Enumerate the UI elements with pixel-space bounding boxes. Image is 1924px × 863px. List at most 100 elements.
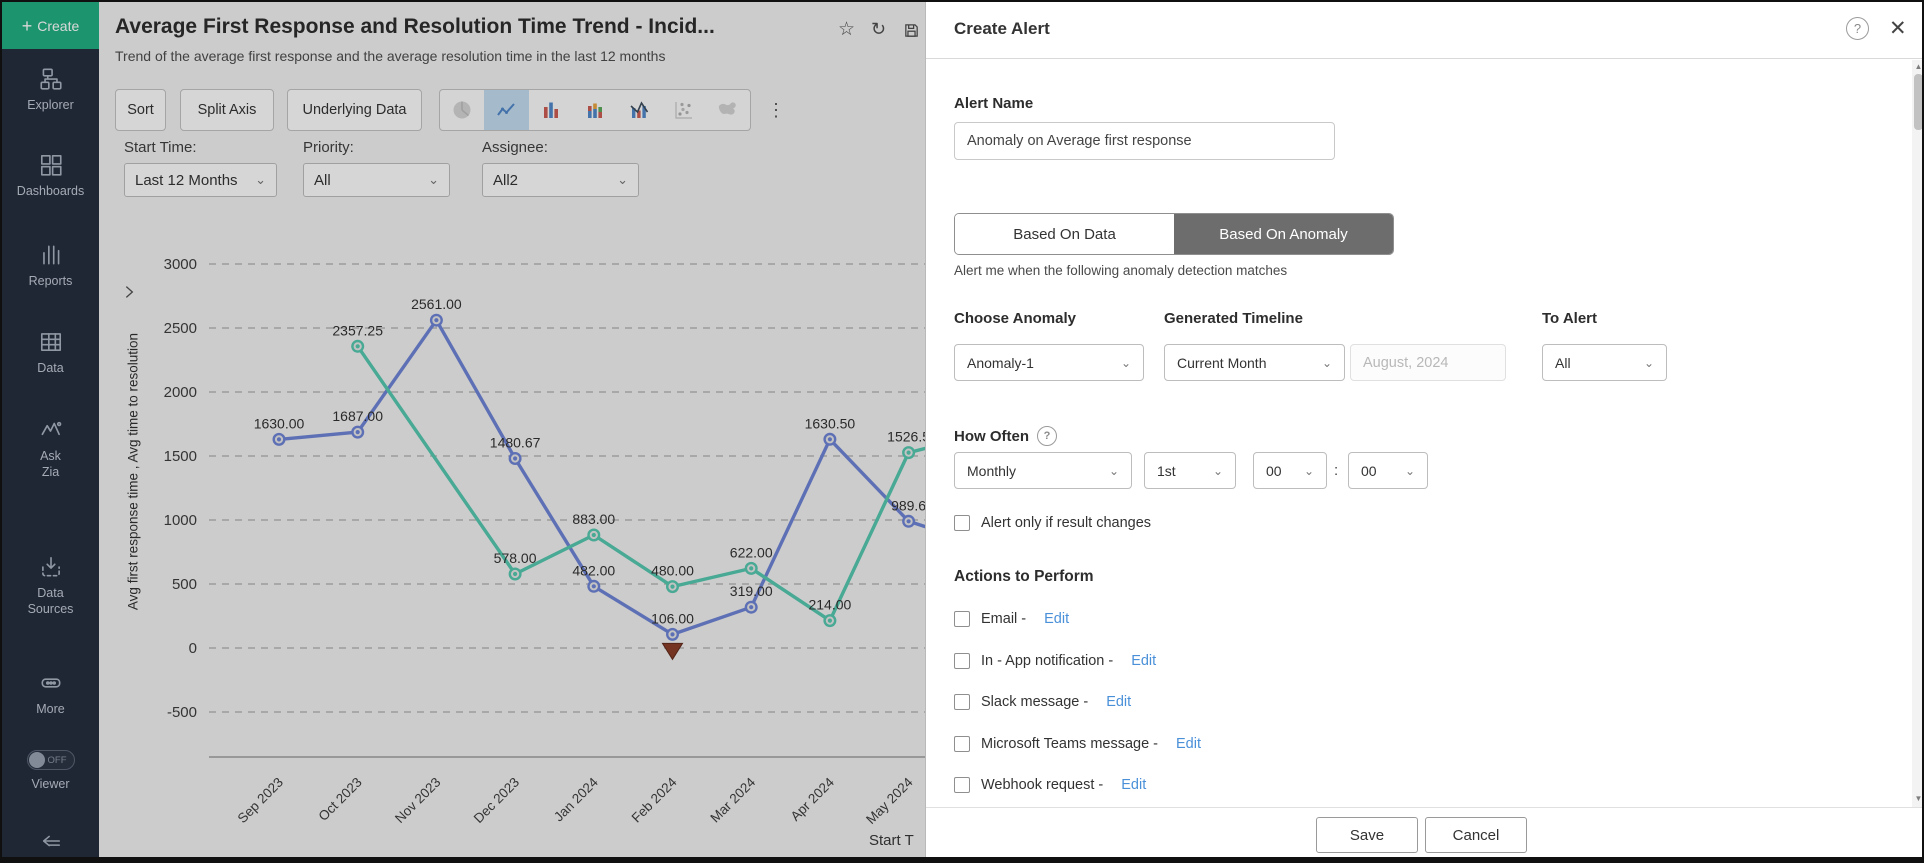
sidebar-item-dashboards[interactable]: Dashboards: [2, 152, 99, 200]
save-button[interactable]: Save: [1316, 817, 1418, 853]
result-changes-option: Alert only if result changes: [954, 515, 1151, 531]
svg-text:2561.00: 2561.00: [411, 296, 462, 312]
chart-type-switcher: [439, 89, 751, 131]
actions-heading: Actions to Perform: [954, 568, 1094, 585]
underlying-data-button[interactable]: Underlying Data: [287, 89, 422, 131]
in-app-notification-checkbox[interactable]: [954, 653, 970, 669]
slack-message-edit-link[interactable]: Edit: [1106, 694, 1132, 710]
svg-text:1500: 1500: [164, 448, 197, 465]
minute-select[interactable]: 00 ⌄: [1348, 452, 1428, 489]
start-time-filter-select[interactable]: Last 12 Months ⌄: [124, 163, 277, 197]
svg-text:989.6: 989.6: [891, 497, 925, 513]
svg-text:106.00: 106.00: [651, 610, 694, 626]
chevron-down-icon: ⌄: [1303, 463, 1314, 478]
svg-text:1630.00: 1630.00: [254, 415, 305, 431]
in-app-notification-edit-link[interactable]: Edit: [1131, 653, 1157, 669]
assignee-filter-select[interactable]: All2 ⌄: [482, 163, 639, 197]
page-subtitle: Trend of the average first response and …: [115, 48, 666, 64]
slack-message-checkbox[interactable]: [954, 694, 970, 710]
scroll-up-icon[interactable]: ▲: [1914, 62, 1923, 71]
assignee-filter-label: Assignee:: [482, 139, 548, 156]
generated-timeline-label: Generated Timeline: [1164, 310, 1303, 327]
chevron-down-icon: ⌄: [428, 172, 439, 187]
tab-based-on-data[interactable]: Based On Data: [955, 214, 1174, 254]
viewer-toggle[interactable]: OFF: [26, 750, 75, 770]
split-axis-button[interactable]: Split Axis: [180, 89, 274, 131]
anomaly-marker-icon: [661, 642, 684, 661]
svg-text:319.00: 319.00: [730, 583, 773, 599]
sidebar-item-data[interactable]: Data: [2, 329, 99, 377]
svg-text:1526.5: 1526.5: [887, 429, 925, 445]
collapse-sidebar-icon[interactable]: [2, 830, 99, 852]
svg-text:Start T: Start T: [869, 832, 914, 849]
tab-based-on-anomaly[interactable]: Based On Anomaly: [1174, 214, 1393, 254]
panel-title: Create Alert: [954, 19, 1050, 38]
sidebar-item-ask-zia[interactable]: Ask Zia: [2, 417, 99, 480]
ask-zia-icon: [38, 417, 64, 443]
choose-anomaly-select[interactable]: Anomaly-1 ⌄: [954, 344, 1144, 381]
priority-filter-select[interactable]: All ⌄: [303, 163, 450, 197]
star-icon[interactable]: ☆: [838, 19, 856, 40]
combo-chart-icon[interactable]: [617, 90, 661, 130]
plus-icon: +: [21, 15, 33, 36]
action-row-webhook-request: Webhook request - Edit: [954, 777, 1146, 793]
chevron-down-icon: ⌄: [1404, 463, 1415, 478]
day-select[interactable]: 1st ⌄: [1144, 452, 1236, 489]
anomaly-caption: Alert me when the following anomaly dete…: [954, 263, 1288, 278]
webhook-request-checkbox[interactable]: [954, 777, 970, 793]
map-chart-icon[interactable]: [706, 90, 750, 130]
result-changes-checkbox[interactable]: [954, 515, 970, 531]
chevron-down-icon: ⌄: [255, 172, 266, 187]
svg-text:1000: 1000: [164, 512, 197, 529]
data-icon: [38, 329, 64, 355]
create-button[interactable]: + Create: [2, 2, 99, 49]
scrollbar[interactable]: ▲ ▼: [1912, 60, 1923, 807]
hour-select[interactable]: 00 ⌄: [1253, 452, 1327, 489]
sidebar-item-data-sources[interactable]: Data Sources: [2, 554, 99, 617]
stacked-bar-icon[interactable]: [573, 90, 617, 130]
microsoft-teams-message-edit-link[interactable]: Edit: [1176, 736, 1202, 752]
refresh-icon[interactable]: ↻: [871, 19, 887, 39]
modal-dim-overlay: [2, 2, 925, 857]
cancel-button[interactable]: Cancel: [1425, 817, 1527, 853]
email-edit-link[interactable]: Edit: [1044, 611, 1070, 627]
sidebar-item-reports[interactable]: Reports: [2, 242, 99, 290]
svg-text:2500: 2500: [164, 320, 197, 337]
sidebar-item-explorer[interactable]: Explorer: [2, 66, 99, 114]
svg-text:480.00: 480.00: [651, 563, 694, 579]
scroll-down-icon[interactable]: ▼: [1914, 794, 1923, 803]
frequency-select[interactable]: Monthly ⌄: [954, 452, 1132, 489]
chevron-down-icon: ⌄: [1212, 463, 1223, 478]
webhook-request-edit-link[interactable]: Edit: [1121, 777, 1147, 793]
reports-icon: [38, 242, 64, 268]
line-chart-icon[interactable]: [484, 90, 529, 130]
toggle-state-label: OFF: [47, 754, 67, 766]
svg-text:883.00: 883.00: [572, 511, 615, 527]
scrollbar-thumb[interactable]: [1914, 74, 1922, 130]
chevron-down-icon: ⌄: [617, 172, 628, 187]
viewer-mode-switch: OFF Viewer: [2, 750, 99, 791]
expand-axis-icon[interactable]: [121, 284, 137, 305]
explorer-icon: [38, 66, 64, 92]
more-options-icon[interactable]: ⋮: [767, 99, 785, 120]
svg-text:1480.67: 1480.67: [490, 435, 541, 451]
alert-mode-tabs: Based On Data Based On Anomaly: [954, 213, 1394, 255]
email-checkbox[interactable]: [954, 611, 970, 627]
sort-button[interactable]: Sort: [115, 89, 166, 131]
to-alert-select[interactable]: All ⌄: [1542, 344, 1667, 381]
close-icon[interactable]: ✕: [1889, 17, 1907, 40]
alert-name-input[interactable]: [954, 122, 1335, 160]
pie-chart-icon[interactable]: [440, 90, 484, 130]
sidebar-item-more[interactable]: More: [2, 670, 99, 718]
svg-text:1630.50: 1630.50: [805, 415, 856, 431]
generated-timeline-select[interactable]: Current Month ⌄: [1164, 344, 1345, 381]
help-icon[interactable]: ?: [1846, 17, 1869, 40]
help-icon[interactable]: ?: [1037, 426, 1057, 446]
save-icon[interactable]: [903, 22, 920, 43]
chevron-down-icon: ⌄: [1643, 355, 1654, 370]
bar-chart-icon[interactable]: [529, 90, 573, 130]
scatter-chart-icon[interactable]: [661, 90, 705, 130]
microsoft-teams-message-checkbox[interactable]: [954, 736, 970, 752]
